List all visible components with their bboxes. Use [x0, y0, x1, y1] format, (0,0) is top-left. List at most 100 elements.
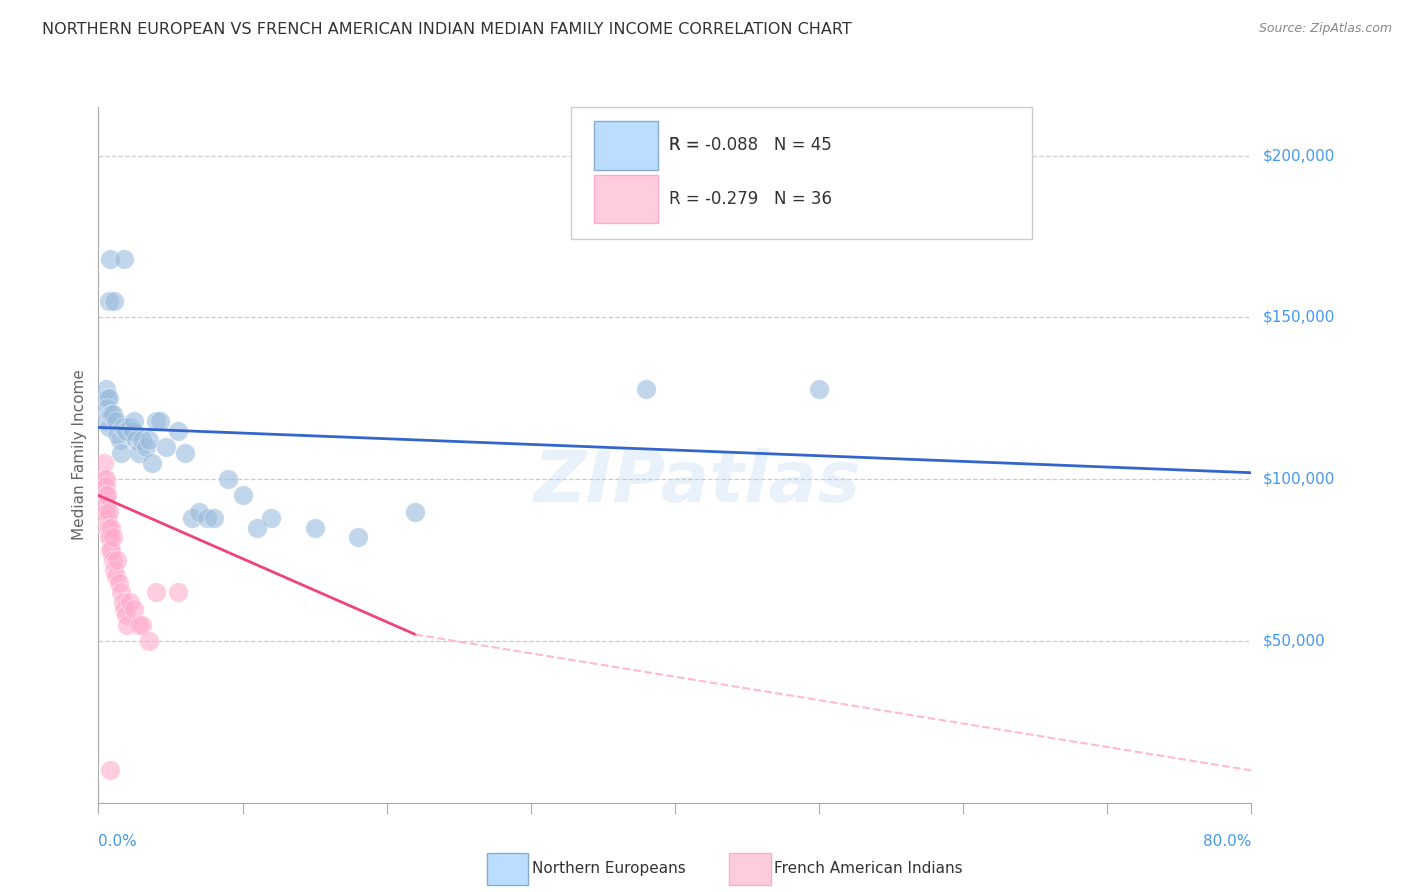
- Point: [138, 434, 160, 448]
- FancyBboxPatch shape: [595, 175, 658, 223]
- Text: NORTHERN EUROPEAN VS FRENCH AMERICAN INDIAN MEDIAN FAMILY INCOME CORRELATION CHA: NORTHERN EUROPEAN VS FRENCH AMERICAN IND…: [42, 22, 852, 37]
- Text: $150,000: $150,000: [1263, 310, 1334, 325]
- Point: [96, 401, 118, 415]
- Point: [105, 426, 128, 441]
- Point: [149, 414, 172, 428]
- Text: R = -0.088   N = 45: R = -0.088 N = 45: [669, 136, 832, 154]
- Point: [112, 601, 135, 615]
- Point: [120, 595, 142, 609]
- Point: [217, 472, 239, 486]
- Point: [124, 601, 146, 615]
- Point: [93, 456, 115, 470]
- Point: [100, 408, 122, 422]
- Point: [94, 382, 117, 396]
- Point: [98, 252, 121, 267]
- Point: [246, 521, 269, 535]
- Point: [166, 585, 188, 599]
- Point: [98, 764, 121, 778]
- Text: $50,000: $50,000: [1263, 633, 1326, 648]
- Point: [100, 543, 122, 558]
- Point: [114, 608, 136, 623]
- Point: [181, 511, 204, 525]
- Point: [141, 456, 163, 470]
- Text: 80.0%: 80.0%: [1204, 834, 1251, 849]
- FancyBboxPatch shape: [730, 853, 770, 885]
- Point: [260, 511, 283, 525]
- Point: [105, 553, 128, 567]
- Point: [101, 408, 124, 422]
- Text: $100,000: $100,000: [1263, 472, 1334, 487]
- Point: [636, 382, 658, 396]
- Point: [807, 382, 830, 396]
- FancyBboxPatch shape: [571, 107, 1032, 239]
- Point: [405, 504, 427, 518]
- Point: [97, 392, 120, 406]
- Point: [111, 595, 134, 609]
- Point: [96, 511, 118, 525]
- Point: [122, 424, 145, 438]
- Text: Source: ZipAtlas.com: Source: ZipAtlas.com: [1258, 22, 1392, 36]
- Point: [103, 294, 125, 309]
- Text: R =: R =: [669, 136, 706, 154]
- FancyBboxPatch shape: [595, 121, 658, 169]
- Point: [117, 617, 138, 632]
- Point: [104, 569, 127, 583]
- Point: [120, 420, 142, 434]
- Point: [94, 414, 117, 428]
- Point: [110, 446, 132, 460]
- Point: [107, 575, 129, 590]
- Point: [108, 434, 131, 448]
- Point: [138, 634, 160, 648]
- Point: [94, 488, 117, 502]
- FancyBboxPatch shape: [486, 853, 529, 885]
- Point: [97, 521, 120, 535]
- Point: [231, 488, 254, 502]
- Point: [128, 446, 150, 460]
- Point: [100, 521, 122, 535]
- Point: [104, 414, 127, 428]
- Point: [96, 521, 118, 535]
- Point: [155, 440, 177, 454]
- Point: [112, 252, 135, 267]
- Point: [97, 531, 120, 545]
- Point: [174, 446, 197, 460]
- Point: [93, 472, 115, 486]
- Point: [131, 617, 153, 632]
- Y-axis label: Median Family Income: Median Family Income: [72, 369, 87, 541]
- Point: [96, 392, 118, 406]
- Point: [188, 504, 211, 518]
- Point: [97, 420, 120, 434]
- Point: [94, 472, 117, 486]
- Point: [304, 521, 326, 535]
- Point: [195, 511, 218, 525]
- Point: [135, 440, 157, 454]
- Text: French American Indians: French American Indians: [775, 862, 963, 877]
- Point: [145, 585, 167, 599]
- Point: [125, 434, 148, 448]
- Point: [98, 543, 121, 558]
- Point: [94, 504, 117, 518]
- Point: [145, 414, 167, 428]
- Point: [110, 585, 132, 599]
- Point: [94, 478, 117, 492]
- Point: [131, 434, 153, 448]
- Point: [98, 531, 121, 545]
- Point: [111, 420, 134, 434]
- Point: [128, 617, 150, 632]
- Point: [103, 563, 125, 577]
- Point: [124, 414, 146, 428]
- Text: ZIPatlas: ZIPatlas: [534, 449, 862, 517]
- Point: [97, 294, 120, 309]
- Point: [114, 424, 136, 438]
- Point: [346, 531, 368, 545]
- Text: 0.0%: 0.0%: [98, 834, 138, 849]
- Text: $200,000: $200,000: [1263, 148, 1334, 163]
- Point: [97, 504, 120, 518]
- Text: R = -0.279   N = 36: R = -0.279 N = 36: [669, 190, 832, 208]
- Point: [202, 511, 225, 525]
- Point: [96, 488, 118, 502]
- Point: [166, 424, 188, 438]
- Point: [94, 498, 117, 512]
- Point: [101, 553, 124, 567]
- Point: [101, 531, 124, 545]
